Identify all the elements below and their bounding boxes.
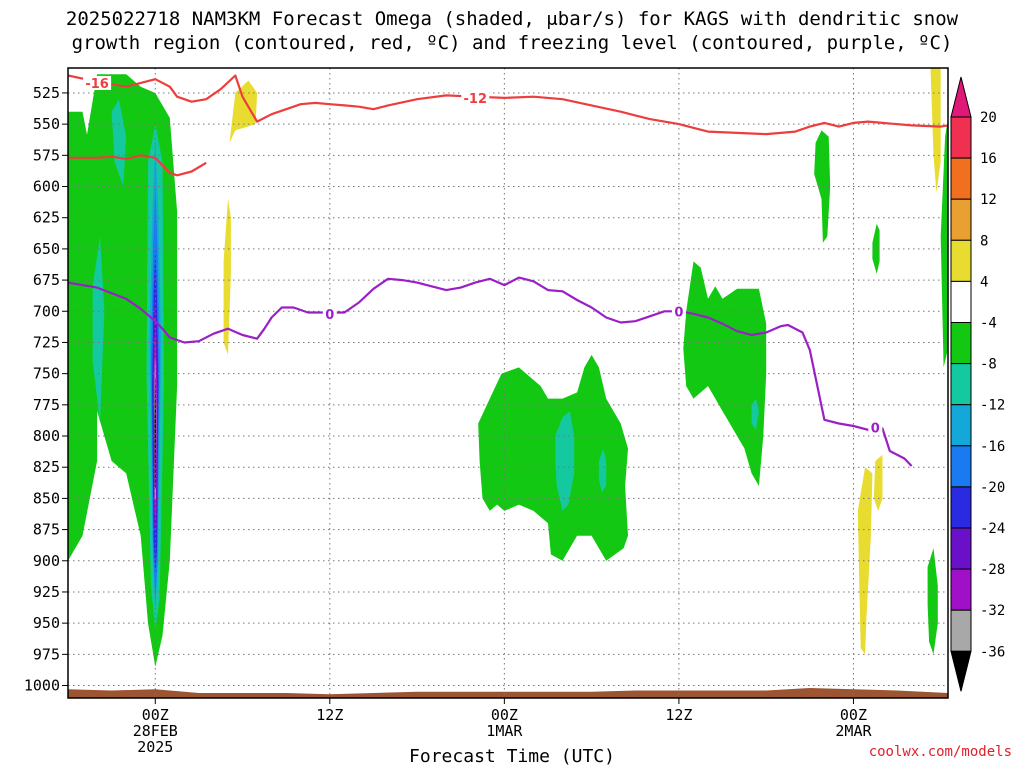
- colorbar-band: [950, 486, 972, 529]
- grid-lines: [68, 68, 948, 698]
- x-axis-title: Forecast Time (UTC): [409, 746, 615, 767]
- x-tick-label: 12Z: [316, 706, 343, 724]
- colorbar-label: -20: [980, 480, 1005, 496]
- contour-lines: -16 -12 0 0 0: [68, 74, 948, 467]
- y-tick-label: 800: [33, 427, 60, 445]
- plot-frame: [67, 67, 949, 699]
- credit-link[interactable]: coolwx.com/models: [868, 744, 1012, 760]
- chart-title-line-2: growth region (contoured, red, ºC) and f…: [71, 32, 953, 54]
- omega-shaded-region: [930, 68, 941, 193]
- contour-label-bg: [671, 304, 686, 319]
- omega-shaded-region: [751, 398, 759, 430]
- colorbar-label: 8: [980, 233, 988, 249]
- colorbar-label: -16: [980, 439, 1005, 455]
- y-tick-label: 650: [33, 240, 60, 258]
- colorbar-band: [950, 609, 972, 652]
- colorbar-label: -32: [980, 603, 1005, 619]
- contour-label-bg: [322, 306, 337, 321]
- y-tick-label: 700: [33, 302, 60, 320]
- x-tick-label: 28FEB: [133, 722, 178, 740]
- x-tick-label: 00Z: [840, 706, 867, 724]
- y-tick-label: 825: [33, 458, 60, 476]
- x-tick-label: 2MAR: [835, 722, 872, 740]
- colorbar-band: [950, 198, 972, 241]
- y-tick-label: 525: [33, 84, 60, 102]
- y-axis-ticks: 525 550 575 600 625 650 675 700 725 750 775 800 825 8…: [24, 84, 68, 695]
- contour-label-bg: [868, 420, 883, 435]
- y-tick-label: 575: [33, 146, 60, 164]
- contour-label: 0: [871, 421, 880, 436]
- colorbar-band: [950, 280, 972, 323]
- omega-shaded-region: [872, 223, 880, 274]
- colorbar-top-arrow: [950, 76, 972, 118]
- colorbar-label: -24: [980, 521, 1005, 537]
- omega-shaded-region: [598, 448, 607, 493]
- y-tick-label: 950: [33, 614, 60, 632]
- colorbar-label: 12: [980, 192, 997, 208]
- omega-shaded-region: [92, 236, 105, 424]
- terrain-surface: [68, 688, 948, 698]
- contour-line-freezing-level: [68, 276, 913, 467]
- y-tick-label: 775: [33, 396, 60, 414]
- plot-border: [67, 67, 949, 699]
- x-tick-label: 2025: [137, 738, 173, 756]
- contour-label: -16: [85, 77, 109, 92]
- y-tick-label: 925: [33, 583, 60, 601]
- colorbar-label: 16: [980, 151, 997, 167]
- omega-shaded-region: [857, 467, 873, 655]
- y-tick-label: 850: [33, 489, 60, 507]
- colorbar-label: -36: [980, 644, 1005, 660]
- contour-line-dgz-lower: [68, 154, 207, 177]
- colorbar-label: -8: [980, 357, 997, 373]
- omega-shaded-region: [940, 117, 948, 368]
- omega-shaded-region: [478, 354, 628, 561]
- x-tick-label: 1MAR: [486, 722, 523, 740]
- y-tick-label: 750: [33, 365, 60, 383]
- omega-shaded-region: [223, 199, 231, 355]
- y-tick-label: 550: [33, 115, 60, 133]
- y-tick-label: 725: [33, 333, 60, 351]
- colorbar-label: -4: [980, 316, 997, 332]
- contour-label: 0: [674, 305, 683, 320]
- y-tick-label: 600: [33, 178, 60, 196]
- chart-title-line-1: 2025022718 NAM3KM Forecast Omega (shaded…: [65, 8, 959, 30]
- colorbar-label: 4: [980, 274, 988, 290]
- colorbar-bottom-arrow: [950, 650, 972, 692]
- contour-label: 0: [325, 308, 334, 323]
- colorbar-label: -28: [980, 562, 1005, 578]
- colorbar-band: [950, 445, 972, 488]
- omega-shaded-region: [873, 454, 883, 511]
- contour-line-dgz-upper: [68, 74, 948, 136]
- terrain-ground: [68, 688, 948, 698]
- omega-shaded-region: [111, 99, 127, 187]
- colorbar-band: [950, 568, 972, 611]
- y-tick-label: 675: [33, 271, 60, 289]
- contour-label-bg: [461, 90, 490, 105]
- omega-shaded-region: [229, 80, 258, 143]
- colorbar-band: [950, 239, 972, 282]
- colorbar-band: [950, 157, 972, 200]
- colorbar-label: -12: [980, 398, 1005, 414]
- colorbar-band: [950, 363, 972, 406]
- contour-label: -12: [464, 92, 488, 107]
- contour-label-bg: [83, 75, 112, 90]
- x-tick-label: 00Z: [142, 706, 169, 724]
- y-tick-label: 900: [33, 552, 60, 570]
- colorbar-band: [950, 322, 972, 365]
- y-tick-label: 875: [33, 521, 60, 539]
- y-tick-label: 625: [33, 209, 60, 227]
- colorbar-band: [950, 116, 972, 159]
- x-tick-label: 12Z: [665, 706, 692, 724]
- x-tick-label: 00Z: [491, 706, 518, 724]
- y-tick-label: 1000: [24, 677, 60, 695]
- colorbar-band: [950, 527, 972, 570]
- colorbar-label: 20: [980, 110, 997, 126]
- omega-shaded-region: [814, 130, 831, 243]
- y-tick-label: 975: [33, 645, 60, 663]
- colorbar: 20 16 12 8 4 -4 -8 -12 -16 -20 -24 -28 -32 -36: [950, 76, 1005, 692]
- omega-shaded-region: [927, 548, 938, 655]
- colorbar-band: [950, 404, 972, 447]
